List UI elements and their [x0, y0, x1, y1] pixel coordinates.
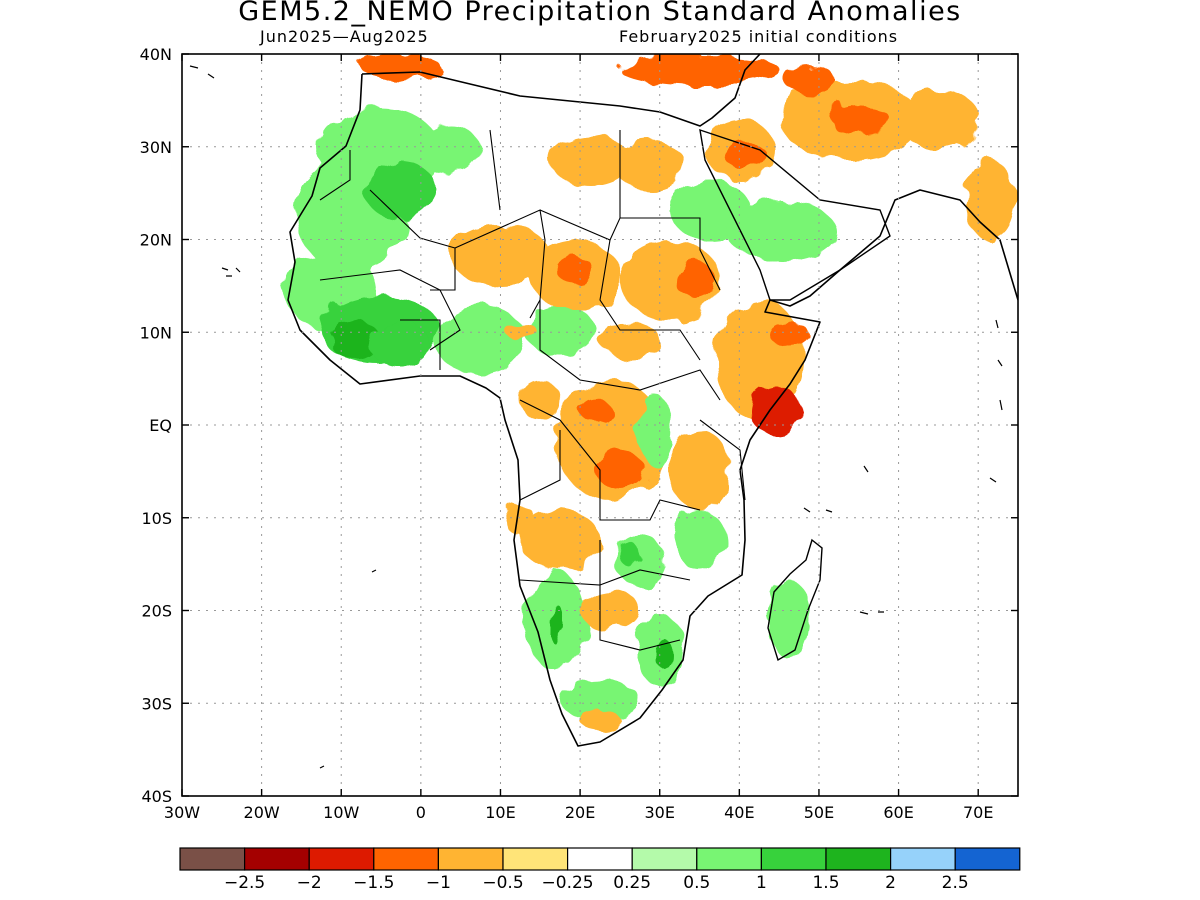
anomaly-region	[505, 320, 535, 340]
anomaly-region	[675, 262, 715, 298]
lon-label: 30E	[644, 803, 674, 822]
anomaly-region	[620, 240, 720, 320]
anomaly-region	[900, 90, 980, 150]
forecast-period: Jun2025—Aug2025	[260, 27, 429, 46]
colorbar-swatch	[825, 847, 892, 871]
colorbar-label: 1	[756, 873, 767, 893]
longitude-axis: 30W 20W 10W 0 10E 20E 30E 40E 50E 60E 70E	[164, 54, 993, 822]
anomaly-region	[770, 323, 810, 347]
colorbar-swatch	[566, 847, 633, 871]
colorbar-label: −1	[426, 873, 451, 893]
anomaly-region	[615, 140, 685, 190]
colorbar-label: −1.5	[353, 873, 394, 893]
colorbar-swatch	[631, 847, 698, 871]
anomaly-region	[725, 200, 835, 260]
colorbar-swatch	[373, 847, 439, 871]
colorbar-label: 0.25	[613, 873, 651, 893]
lon-label: 0	[416, 803, 426, 822]
country-borders	[319, 129, 746, 651]
lat-label: 30S	[141, 694, 172, 713]
anomaly-region	[580, 590, 640, 630]
anomaly-region	[520, 510, 600, 570]
anomaly-region	[365, 160, 435, 220]
colorbar-label: 2	[885, 873, 896, 893]
anomaly-region	[620, 543, 640, 567]
madagascar-coastline	[767, 538, 823, 662]
lon-label: 10E	[485, 803, 515, 822]
lat-label: 20S	[141, 602, 172, 621]
anomaly-region	[330, 320, 380, 360]
lat-label: 30N	[140, 138, 172, 157]
colorbar-label: −0.25	[542, 873, 594, 893]
anomaly-region	[657, 640, 673, 670]
lat-label: 10S	[141, 509, 172, 528]
anomaly-region	[670, 430, 730, 510]
lat-label: 20N	[140, 231, 172, 250]
lat-label: EQ	[149, 416, 172, 435]
anomaly-region	[549, 605, 565, 645]
anomaly-region	[600, 322, 660, 358]
colorbar-swatch	[760, 847, 827, 871]
initial-conditions-label: February2025 initial conditions	[619, 27, 899, 46]
colorbar-swatch	[889, 847, 956, 871]
anomaly-region	[580, 398, 610, 422]
islands	[189, 65, 1003, 769]
anomaly-region	[557, 256, 593, 284]
anomaly-region	[580, 710, 620, 730]
colorbar-swatch	[437, 847, 504, 871]
anomaly-region	[435, 305, 525, 375]
lon-label: 20E	[565, 803, 595, 822]
lat-label: 10N	[140, 323, 172, 342]
colorbar-label: −0.5	[482, 873, 523, 893]
lon-label: 30W	[164, 803, 200, 822]
lon-label: 10W	[323, 803, 359, 822]
lon-label: 40E	[724, 803, 754, 822]
lat-label: 40S	[141, 787, 172, 806]
anomaly-region	[785, 65, 835, 95]
colorbar-swatch	[179, 847, 246, 871]
colorbar-label: 2.5	[942, 873, 969, 893]
anomaly-region	[420, 125, 480, 175]
anomaly-region	[505, 505, 535, 535]
graticule	[182, 54, 1018, 796]
lon-label: 20W	[244, 803, 280, 822]
lat-label: 40N	[140, 45, 172, 64]
colorbar-swatch	[502, 847, 569, 871]
latitude-axis: 40N 30N 20N 10N EQ 10S 20S 30S 40S	[140, 45, 1018, 806]
anomaly-region	[725, 140, 765, 170]
lon-label: 50E	[804, 803, 834, 822]
arabia-coastline	[699, 128, 891, 301]
anomaly-region	[550, 135, 630, 185]
colorbar: −2.5 −2 −1.5 −1 −0.5 −0.25 0.25 0.5 1 1.5 2 2.5	[179, 847, 1021, 893]
anomaly-region	[595, 452, 645, 488]
lon-label: 60E	[883, 803, 913, 822]
lon-label: 70E	[963, 803, 993, 822]
anomaly-region	[675, 510, 725, 570]
coastline	[287, 54, 1018, 747]
anomaly-region	[770, 580, 810, 660]
colorbar-swatch	[954, 847, 1021, 871]
anomaly-region	[370, 323, 430, 367]
map-title: GEM5.2_NEMO Precipitation Standard Anoma…	[238, 0, 962, 27]
anomaly-region	[830, 105, 890, 135]
colorbar-swatch	[308, 847, 375, 871]
colorbar-label: −2.5	[224, 873, 265, 893]
anomaly-region	[965, 160, 1015, 240]
anomaly-region	[520, 380, 560, 420]
colorbar-swatch	[696, 847, 762, 871]
colorbar-swatch	[244, 847, 310, 871]
colorbar-label: 0.5	[683, 873, 710, 893]
colorbar-label: −2	[297, 873, 322, 893]
anomaly-region	[525, 305, 595, 355]
anomaly-region	[637, 395, 673, 465]
colorbar-label: 1.5	[812, 873, 839, 893]
